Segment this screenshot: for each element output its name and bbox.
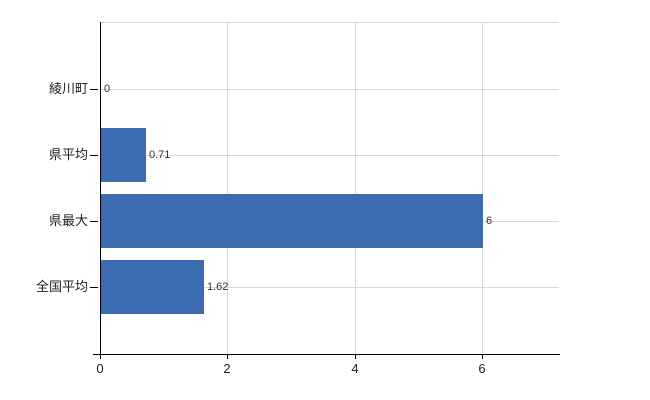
x-tick	[355, 354, 356, 359]
category-label: 県平均	[48, 147, 88, 162]
category-label: 県最大	[48, 213, 88, 228]
gridline-vertical	[482, 22, 483, 354]
value-label: 0.71	[149, 149, 171, 161]
value-label: 1.62	[207, 281, 229, 293]
bar	[101, 128, 146, 182]
gridline-horizontal	[100, 89, 559, 90]
value-label: 6	[486, 215, 493, 227]
x-tick-label: 4	[351, 361, 359, 376]
x-tick-label: 0	[96, 361, 104, 376]
bar	[101, 194, 483, 248]
gridline-vertical	[355, 22, 356, 354]
x-tick-label: 2	[223, 361, 231, 376]
gridline-horizontal	[100, 155, 559, 156]
x-tick	[482, 354, 483, 359]
x-axis-line	[93, 354, 560, 355]
bar	[101, 260, 204, 314]
plot-top-border	[100, 22, 559, 23]
gridline-horizontal	[100, 287, 559, 288]
value-label: 0	[104, 83, 111, 95]
y-tick	[90, 155, 98, 156]
category-label: 綾川町	[48, 81, 88, 96]
category-label: 全国平均	[35, 279, 88, 294]
y-axis-line	[100, 22, 101, 359]
x-tick	[227, 354, 228, 359]
y-tick	[90, 221, 98, 222]
y-tick	[90, 89, 98, 90]
gridline-vertical	[227, 22, 228, 354]
y-tick	[90, 287, 98, 288]
x-tick-label: 6	[478, 361, 486, 376]
